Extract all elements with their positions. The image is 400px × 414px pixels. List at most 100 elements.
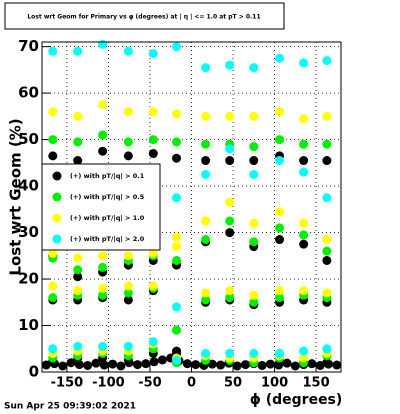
marker: [322, 255, 332, 265]
marker: [172, 242, 182, 252]
marker: [225, 348, 235, 358]
marker: [201, 235, 211, 245]
marker: [249, 63, 259, 73]
marker: [48, 46, 58, 56]
y-tick-label: 30: [18, 223, 39, 241]
marker: [225, 293, 235, 303]
marker: [322, 235, 332, 245]
marker: [48, 151, 58, 161]
marker: [172, 355, 182, 365]
marker: [108, 359, 118, 369]
marker: [201, 348, 211, 358]
marker: [322, 156, 332, 166]
title-box: [4, 2, 285, 30]
marker: [172, 255, 182, 265]
marker: [148, 135, 158, 145]
marker: [172, 153, 182, 163]
y-tick-label: 40: [18, 177, 39, 195]
marker: [73, 253, 83, 263]
marker: [249, 237, 259, 247]
marker: [274, 360, 284, 370]
marker: [332, 360, 342, 370]
x-tick-label: -100: [92, 376, 125, 391]
marker: [172, 346, 182, 356]
marker: [123, 288, 133, 298]
marker: [148, 281, 158, 291]
marker: [322, 246, 332, 256]
x-tick-label: 100: [261, 376, 288, 391]
marker: [133, 360, 143, 370]
marker: [73, 46, 83, 56]
marker: [123, 341, 133, 351]
marker: [124, 358, 134, 368]
marker: [324, 359, 334, 369]
marker: [123, 295, 133, 305]
x-axis-title: ϕ (degrees): [250, 392, 343, 408]
marker: [225, 156, 235, 166]
marker: [73, 137, 83, 147]
marker: [98, 39, 108, 49]
marker: [73, 111, 83, 121]
marker: [74, 360, 84, 370]
marker: [225, 111, 235, 121]
marker: [123, 137, 133, 147]
marker: [216, 360, 226, 370]
legend-box: [41, 163, 161, 251]
marker: [299, 353, 309, 363]
marker: [91, 358, 101, 368]
marker: [225, 144, 235, 154]
marker: [249, 348, 259, 358]
marker: [225, 228, 235, 238]
marker: [98, 100, 108, 110]
marker: [225, 286, 235, 296]
marker: [148, 149, 158, 159]
marker: [98, 290, 108, 300]
marker: [148, 49, 158, 59]
marker: [148, 107, 158, 117]
marker: [99, 360, 109, 370]
marker: [290, 361, 300, 371]
marker: [149, 357, 159, 367]
legend-marker: [52, 171, 62, 181]
marker: [275, 348, 285, 358]
marker: [299, 139, 309, 149]
legend-marker: [52, 192, 62, 202]
marker: [299, 230, 309, 240]
marker: [275, 223, 285, 233]
marker: [172, 193, 182, 203]
marker: [98, 341, 108, 351]
marker: [201, 156, 211, 166]
marker: [73, 272, 83, 282]
x-tick-label: -50: [138, 376, 162, 391]
marker: [249, 156, 259, 166]
marker: [98, 283, 108, 293]
x-tick-label: 0: [187, 376, 196, 391]
marker: [141, 359, 151, 369]
x-tick-label: -150: [51, 376, 84, 391]
marker: [172, 109, 182, 119]
marker: [307, 359, 317, 369]
marker: [41, 360, 51, 370]
marker: [225, 60, 235, 70]
marker: [315, 360, 325, 370]
marker: [172, 325, 182, 335]
marker: [148, 248, 158, 258]
marker: [299, 286, 309, 296]
chart-title: Lost wrt Geom for Primary vs φ (degrees)…: [27, 14, 260, 21]
marker: [249, 290, 259, 300]
marker: [157, 355, 167, 365]
marker: [275, 156, 285, 166]
marker: [98, 262, 108, 272]
marker: [73, 265, 83, 275]
marker: [282, 358, 292, 368]
marker: [299, 218, 309, 228]
y-tick-label: 70: [18, 37, 39, 55]
y-tick-label: 20: [18, 270, 39, 288]
marker: [275, 286, 285, 296]
marker: [322, 288, 332, 298]
marker: [98, 130, 108, 140]
marker: [201, 111, 211, 121]
marker: [48, 344, 58, 354]
marker: [207, 359, 217, 369]
